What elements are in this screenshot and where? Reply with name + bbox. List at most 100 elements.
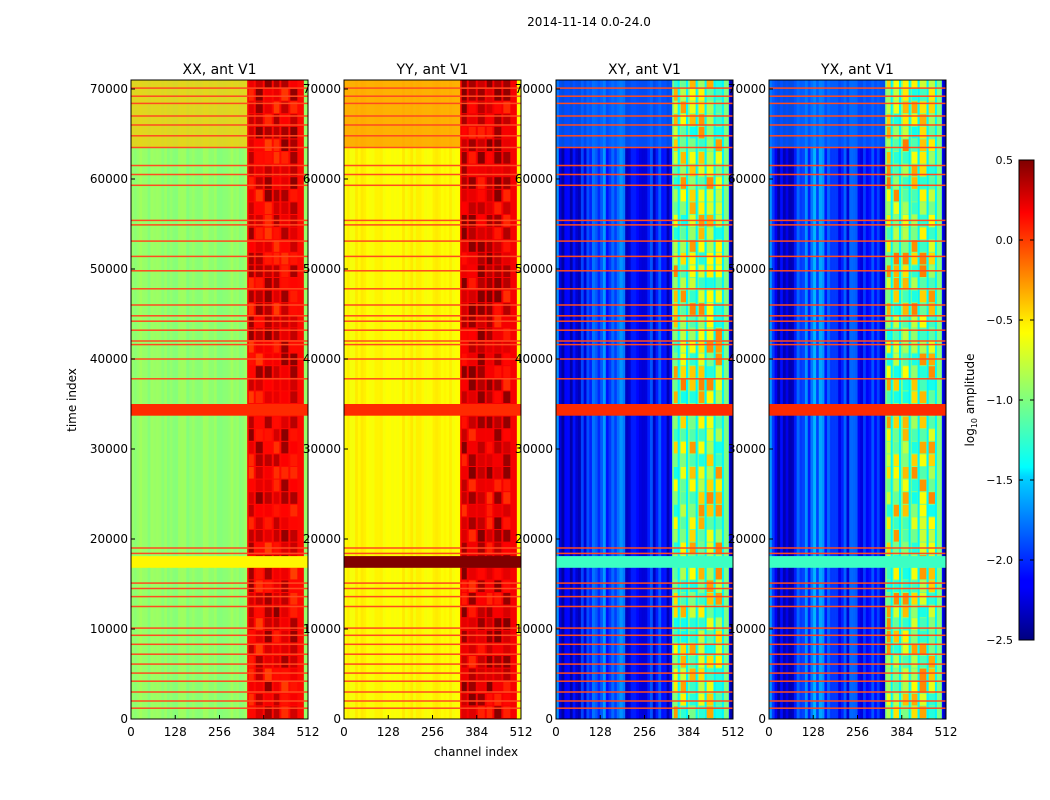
rfi-cell: [281, 605, 289, 618]
channel-strip: [868, 80, 872, 719]
rfi-cell: [255, 643, 263, 655]
rfi-cell: [503, 681, 511, 693]
rfi-cell: [928, 517, 936, 529]
rfi-cell: [486, 668, 493, 681]
rfi-cell: [902, 189, 910, 202]
flagged-row: [131, 164, 308, 167]
rfi-cell: [264, 530, 272, 542]
flagged-row: [131, 315, 308, 317]
rfi-cell: [468, 126, 476, 139]
rfi-cell: [494, 416, 502, 429]
rfi-cell: [893, 126, 901, 139]
rfi-cell: [468, 189, 476, 202]
x-tick-label: 384: [465, 725, 488, 739]
rfi-cell: [893, 202, 901, 214]
flagged-row: [769, 627, 946, 629]
flagged-row: [344, 672, 521, 674]
flagged-row: [344, 605, 521, 608]
rfi-cell: [902, 416, 910, 429]
rfi-cell: [264, 630, 272, 643]
y-tick-label: 60000: [90, 172, 128, 186]
rfi-cell: [468, 89, 476, 101]
rfi-cell: [273, 643, 280, 655]
rfi-cell: [461, 89, 467, 101]
rfi-cell: [698, 479, 705, 492]
panel-title: XY, ant V1: [608, 62, 681, 78]
rfi-cell: [689, 252, 697, 265]
rfi-cell: [468, 416, 476, 429]
rfi-cell: [494, 668, 502, 681]
rfi-cell: [264, 114, 272, 126]
flagged-row: [131, 184, 308, 187]
y-tick-label: 60000: [303, 172, 341, 186]
rfi-cell: [715, 492, 723, 504]
rfi-cell: [706, 202, 714, 214]
rfi-cell: [248, 366, 254, 378]
rfi-cell: [911, 278, 918, 290]
rfi-cell: [893, 101, 901, 114]
rfi-cell: [706, 492, 714, 504]
flagged-band: [344, 556, 521, 568]
rfi-cell: [468, 593, 476, 605]
rfi-cell: [264, 378, 272, 391]
rfi-cell: [689, 152, 697, 164]
channel-strip: [180, 80, 185, 719]
rfi-cell: [273, 706, 280, 718]
rfi-cell: [893, 567, 901, 580]
rfi-cell: [468, 240, 476, 252]
colorbar-tick-label: 0.5: [996, 154, 1014, 167]
flagged-row: [131, 340, 308, 342]
rfi-cell: [273, 227, 280, 240]
rfi-cell: [248, 101, 254, 114]
rfi-cell: [468, 605, 476, 618]
rfi-cell: [468, 492, 476, 504]
rfi-cell: [902, 114, 910, 126]
rfi-cell: [911, 492, 918, 504]
rfi-cell: [264, 429, 272, 441]
channel-strip: [572, 80, 576, 719]
rfi-cell: [680, 126, 688, 139]
channel-strip: [360, 80, 364, 719]
rfi-cell: [461, 580, 467, 592]
channel-strip: [556, 80, 560, 719]
rfi-cell: [494, 593, 502, 605]
flagged-row: [556, 315, 733, 317]
rfi-cell: [902, 227, 910, 240]
x-tick-label: 384: [890, 725, 913, 739]
rfi-cell: [477, 101, 485, 114]
rfi-cell: [290, 152, 298, 164]
rfi-cell: [248, 517, 254, 529]
rfi-cell: [902, 89, 910, 101]
flagged-row: [344, 164, 521, 167]
channel-strip: [879, 80, 883, 719]
rfi-cell: [902, 467, 910, 479]
rfi-cell: [698, 567, 705, 580]
flagged-row: [344, 552, 521, 555]
rfi-cell: [494, 693, 502, 706]
rfi-cell: [893, 278, 901, 290]
rfi-cell: [689, 101, 697, 114]
flagged-row: [131, 219, 308, 222]
rfi-cell: [886, 706, 892, 718]
rfi-cell: [706, 328, 714, 340]
flagged-band: [769, 404, 946, 416]
rfi-cell: [264, 479, 272, 492]
rfi-cell: [911, 164, 918, 177]
rfi-cell: [486, 530, 493, 542]
rfi-cell: [486, 643, 493, 655]
rfi-cell: [248, 227, 254, 240]
rfi-cell: [680, 164, 688, 177]
rfi-cell: [706, 656, 714, 668]
flagged-row: [344, 146, 521, 149]
rfi-cell: [264, 391, 272, 403]
rfi-cell: [264, 366, 272, 378]
rfi-cell: [461, 429, 467, 441]
flagged-row: [131, 320, 308, 322]
y-tick-label: 10000: [303, 622, 341, 636]
rfi-cell: [886, 479, 892, 492]
rfi-cell: [919, 656, 927, 668]
x-tick-label: 256: [421, 725, 444, 739]
rfi-cell: [919, 517, 927, 529]
channel-strip: [216, 80, 220, 719]
flagged-row: [344, 315, 521, 317]
